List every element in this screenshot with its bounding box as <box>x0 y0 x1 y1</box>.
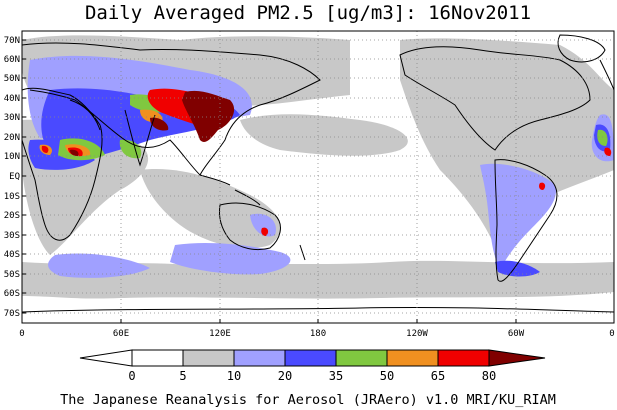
colorbar-label: 35 <box>329 369 343 383</box>
lon-label: 120W <box>406 329 428 339</box>
lat-label: 70N <box>4 36 20 46</box>
colorbar-label: 10 <box>227 369 241 383</box>
colorbar-labels: 0 5 10 20 35 50 65 80 <box>128 369 496 383</box>
lon-label: 0 <box>609 329 614 339</box>
lon-label: 180 <box>310 329 326 339</box>
pm25-level-over-80 <box>70 90 235 156</box>
colorbar-segment <box>437 349 490 367</box>
map-ticks <box>22 39 517 323</box>
lat-label: 40S <box>4 250 20 260</box>
lat-label: 40N <box>4 94 20 104</box>
lon-label: 60E <box>113 329 129 339</box>
colorbar-label: 0 <box>128 369 135 383</box>
lat-label: EQ <box>9 172 20 182</box>
lat-label: 10S <box>4 192 20 202</box>
colorbar-segment <box>386 349 439 367</box>
colorbar-arrow-low <box>79 349 133 367</box>
map-title: Daily Averaged PM2.5 [ug/m3]: 16Nov2011 <box>85 2 531 24</box>
lat-label: 60N <box>4 55 20 65</box>
lon-label: 120E <box>209 329 231 339</box>
coastlines <box>22 34 614 313</box>
colorbar-segment <box>182 349 235 367</box>
footer-credit: The Japanese Reanalysis for Aerosol (JRA… <box>60 392 556 408</box>
lon-label: 0 <box>19 329 24 339</box>
lat-label: 20N <box>4 133 20 143</box>
colorbar-segment <box>284 349 337 367</box>
colorbar-segment <box>233 349 286 367</box>
lat-label: 30S <box>4 231 20 241</box>
colorbar: 0 5 10 20 35 50 65 80 <box>79 349 546 383</box>
colorbar-segment <box>335 349 388 367</box>
colorbar-label: 20 <box>278 369 292 383</box>
lon-label: 60W <box>508 329 525 339</box>
map-panel: 70N 60N 50N 40N 30N 20N 10N EQ 10S 20S 3… <box>4 30 615 339</box>
latitude-labels: 70N 60N 50N 40N 30N 20N 10N EQ 10S 20S 3… <box>4 36 20 319</box>
lat-label: 60S <box>4 289 20 299</box>
lat-label: 10N <box>4 152 20 162</box>
lat-label: 50N <box>4 74 20 84</box>
colorbar-segment <box>131 349 184 367</box>
lat-label: 70S <box>4 309 20 319</box>
longitude-labels: 0 60E 120E 180 120W 60W 0 <box>19 329 614 339</box>
colorbar-label: 80 <box>482 369 496 383</box>
pm25-field <box>22 34 614 313</box>
colorbar-label: 50 <box>380 369 394 383</box>
lat-label: 50S <box>4 270 20 280</box>
graticule <box>22 31 614 323</box>
colorbar-label: 65 <box>431 369 445 383</box>
lat-label: 30N <box>4 113 20 123</box>
colorbar-arrow-high <box>488 349 546 367</box>
colorbar-label: 5 <box>179 369 186 383</box>
lat-label: 20S <box>4 211 20 221</box>
